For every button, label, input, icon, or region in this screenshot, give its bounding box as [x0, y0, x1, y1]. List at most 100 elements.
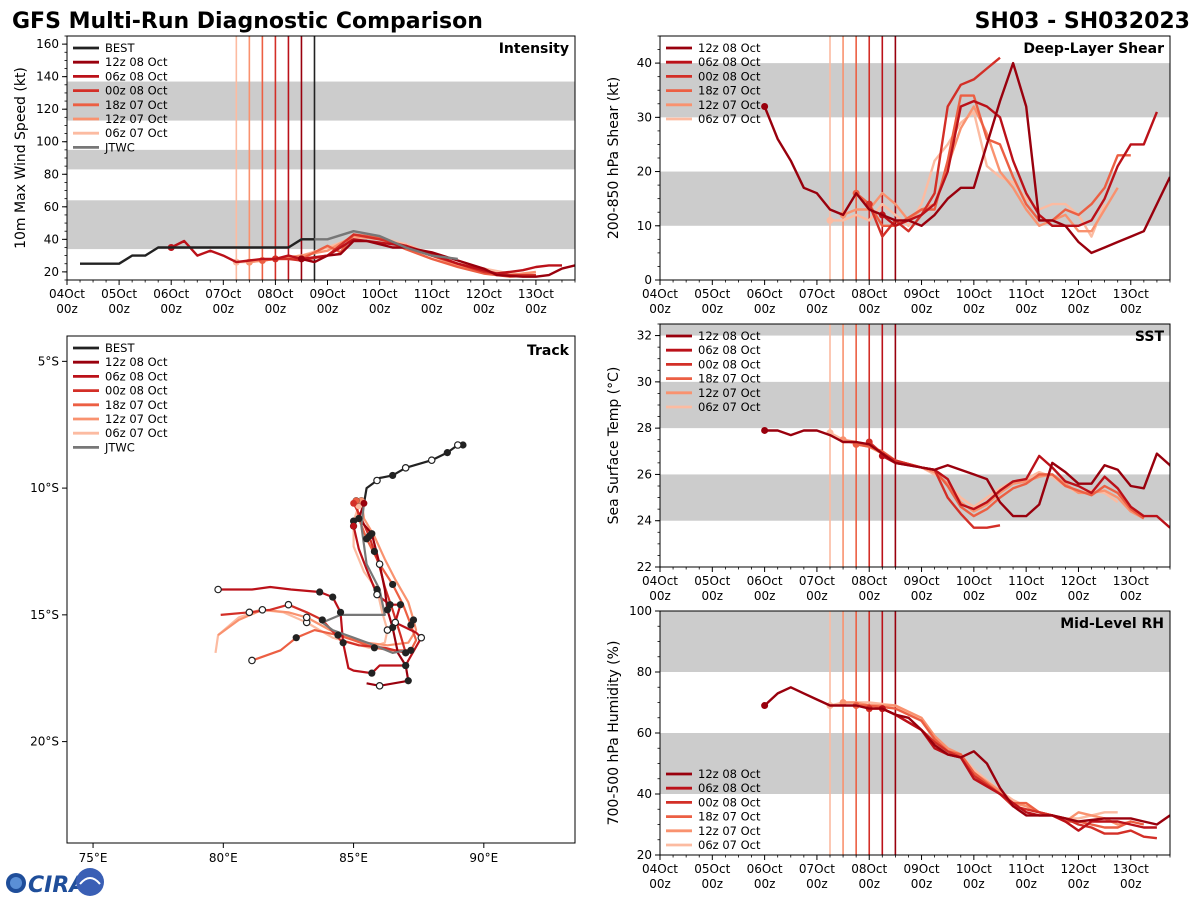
rh-legend-label-00z-08-oct: 00z 08 Oct: [698, 795, 761, 809]
sst-xtick-label: 11Oct: [1008, 574, 1044, 588]
rh-xtick-label: 05Oct: [694, 862, 730, 876]
shear-panel-title: Deep-Layer Shear: [1023, 41, 1164, 57]
shear-ytick-label: 30: [637, 110, 652, 124]
intensity-xtick-label: 05Oct: [101, 287, 137, 301]
rh-xtick-label: 11Oct: [1008, 862, 1044, 876]
shear-ytick-label: 0: [644, 273, 652, 287]
shear-xtick-sublabel: 00z: [1120, 302, 1142, 316]
track-position-marker-filled: [443, 449, 451, 457]
sst-plot-area: [660, 324, 1170, 567]
rh-xtick-sublabel: 00z: [858, 877, 880, 891]
shear-legend-label-18z-07-oct: 18z 07 Oct: [698, 84, 761, 98]
intensity-xtick-sublabel: 00z: [473, 302, 495, 316]
track-xtick-label: 75°E: [79, 851, 108, 865]
intensity-xtick-sublabel: 00z: [421, 302, 443, 316]
track-series-12z-07-oct: [217, 500, 418, 647]
sst-legend-label-12z-08-oct: 12z 08 Oct: [698, 329, 761, 343]
rh-xtick-sublabel: 00z: [963, 877, 985, 891]
rh-xtick-label: 06Oct: [747, 862, 783, 876]
intensity-xtick-sublabel: 00z: [265, 302, 287, 316]
track-legend-label-jtwc: JTWC: [104, 440, 135, 454]
intensity-xtick-sublabel: 00z: [108, 302, 130, 316]
sst-series-start-marker-12z-08-oct: [761, 426, 769, 434]
shear-xtick-sublabel: 00z: [806, 302, 828, 316]
intensity-ytick-label: 100: [36, 135, 59, 149]
track-position-marker-hollow: [375, 560, 384, 568]
intensity-xtick-label: 04Oct: [49, 287, 85, 301]
track-position-marker-filled: [407, 621, 415, 629]
track-panel-title: Track: [527, 343, 570, 359]
cira-globe-inner-icon: [10, 877, 22, 889]
track-position-marker-hollow: [248, 656, 256, 665]
sst-legend-label-18z-07-oct: 18z 07 Oct: [698, 372, 761, 386]
rh-band-0: [660, 733, 1170, 794]
track-legend-label-18z-07-oct: 18z 07 Oct: [105, 398, 168, 412]
rh-ytick-label: 60: [637, 726, 652, 740]
track-position-marker-filled: [368, 669, 376, 677]
intensity-xtick-label: 13Oct: [518, 287, 554, 301]
rh-xtick-sublabel: 00z: [649, 877, 671, 891]
sst-frame: [659, 323, 1171, 568]
rh-legend-label-12z-08-oct: 12z 08 Oct: [698, 767, 761, 781]
track-position-marker-filled: [368, 530, 376, 538]
intensity-xtick-sublabel: 00z: [369, 302, 391, 316]
intensity-xtick-label: 06Oct: [153, 287, 189, 301]
intensity-xtick-sublabel: 00z: [525, 302, 547, 316]
shear-ytick-label: 20: [637, 165, 652, 179]
shear-series-06z-08-oct: [881, 99, 1159, 228]
track-legend-label-best: BEST: [105, 341, 135, 355]
shear-legend-label-06z-08-oct: 06z 08 Oct: [698, 55, 761, 69]
sst-xtick-sublabel: 00z: [649, 589, 671, 603]
intensity-legend-label-18z-07-oct: 18z 07 Oct: [105, 98, 168, 112]
track-position-marker-filled: [318, 616, 326, 624]
track-legend-label-06z-07-oct: 06z 07 Oct: [105, 426, 168, 440]
shear-panel: 01020304004Oct00z05Oct00z06Oct00z07Oct00…: [606, 35, 1171, 316]
track-series-group: [214, 441, 467, 690]
track-position-marker-filled: [459, 441, 467, 449]
track-ytick-label: 20°S: [30, 735, 59, 749]
track-position-marker-filled: [329, 593, 337, 601]
cira-logo: CIRA: [6, 868, 104, 898]
track-position-marker-filled: [389, 471, 397, 480]
sst-xtick-label: 04Oct: [642, 574, 678, 588]
track-start-marker-12z-08-oct: [360, 499, 368, 507]
rh-series-start-marker-12z-07-oct: [839, 699, 847, 706]
intensity-legend-label-jtwc: JTWC: [104, 140, 135, 154]
shear-xtick-label: 07Oct: [799, 287, 835, 301]
intensity-xtick-label: 10Oct: [362, 287, 398, 301]
rh-xtick-sublabel: 00z: [1068, 877, 1090, 891]
rh-xtick-sublabel: 00z: [1120, 877, 1142, 891]
sst-ytick-label: 30: [637, 375, 652, 389]
rh-xtick-sublabel: 00z: [754, 877, 776, 891]
sst-legend-label-06z-07-oct: 06z 07 Oct: [698, 400, 761, 414]
sst-xtick-label: 05Oct: [694, 574, 730, 588]
cira-seal-wave-icon: [79, 877, 101, 885]
sst-panel-title: SST: [1135, 329, 1165, 345]
cira-seal-icon: [76, 868, 104, 896]
track-ytick-label: 5°S: [38, 354, 59, 368]
track-position-marker-hollow: [214, 585, 222, 594]
rh-xtick-sublabel: 00z: [1015, 877, 1037, 891]
rh-xtick-sublabel: 00z: [702, 877, 724, 891]
track-frame: [66, 335, 576, 844]
intensity-xtick-label: 12Oct: [466, 287, 502, 301]
intensity-legend-label-12z-08-oct: 12z 08 Oct: [105, 55, 168, 69]
track-series-best: [362, 443, 463, 504]
intensity-ytick-label: 160: [36, 37, 59, 51]
sst-legend-label-12z-07-oct: 12z 07 Oct: [698, 386, 761, 400]
track-position-marker-hollow: [427, 456, 436, 465]
track-position-marker-filled: [336, 608, 345, 616]
shear-ytick-label: 10: [637, 219, 652, 233]
sst-xtick-label: 09Oct: [904, 574, 940, 588]
sst-xtick-sublabel: 00z: [1120, 589, 1142, 603]
rh-xtick-label: 09Oct: [904, 862, 940, 876]
sst-xtick-label: 06Oct: [747, 574, 783, 588]
intensity-ylabel: 10m Max Wind Speed (kt): [13, 67, 29, 249]
track-ytick-label: 15°S: [30, 608, 59, 622]
intensity-band-0: [67, 200, 575, 250]
rh-xtick-label: 13Oct: [1113, 862, 1149, 876]
shear-legend-label-12z-08-oct: 12z 08 Oct: [698, 41, 761, 55]
